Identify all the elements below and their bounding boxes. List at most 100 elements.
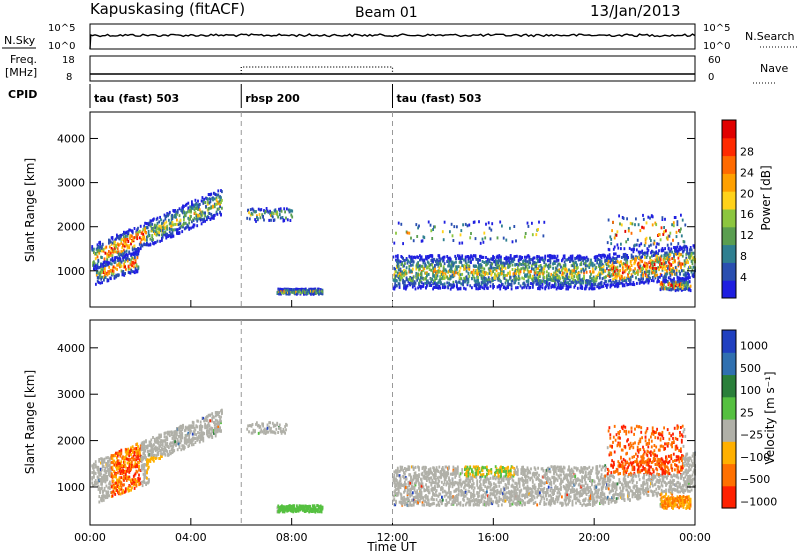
power-point [632,255,635,259]
power-point [442,255,445,259]
velocity-point [117,491,120,495]
power-point [532,277,535,280]
power-point [405,271,408,275]
power-point [635,243,638,247]
power-point [427,272,430,276]
velocity-point [101,481,103,485]
power-point [654,276,657,280]
power-point [528,270,531,274]
power-point [587,258,590,262]
power-point [674,259,676,263]
power-point [641,255,644,259]
velocity-point [131,456,133,460]
power-point [483,261,486,264]
power-point [262,215,264,218]
power-point [271,215,274,219]
power-point [532,267,535,271]
power-point [408,231,411,235]
power-point [658,233,661,237]
power-point [682,249,685,253]
power-point [259,216,262,220]
power-point [514,280,517,284]
power-point [458,280,461,284]
power-point [521,256,524,259]
power-point [421,265,424,269]
power-point [509,277,511,281]
velocity-point [110,485,113,489]
velocity-point [147,462,149,466]
velocity-point [176,433,178,437]
power-point [627,274,629,278]
power-point [187,209,190,213]
power-point [285,216,287,220]
power-point [602,265,605,269]
velocity-point [128,475,131,479]
power-point [263,209,265,213]
power-point [206,218,208,222]
velocity-point [104,466,107,470]
power-point [417,261,419,265]
power-point [641,280,644,284]
power-point [265,207,268,210]
power-point [468,223,471,227]
power-point [492,270,494,273]
power-colorbar-tick: 24 [740,166,754,179]
velocity-point [199,434,202,438]
power-point [153,217,155,221]
power-point [652,268,655,272]
velocity-point [251,423,254,426]
power-point [672,280,674,284]
power-point [124,240,127,244]
power-point [606,285,608,289]
power-point [594,255,597,259]
velocity-point [221,411,223,415]
velocity-point [271,421,274,425]
power-point [91,245,94,249]
velocity-point [147,467,149,471]
power-colorbar-swatch [722,173,736,192]
power-point [577,257,580,261]
velocity-point [141,463,144,467]
power-point [133,236,136,240]
power-point [126,259,129,263]
power-point [544,257,547,261]
power-point [213,202,216,206]
power-point [196,219,199,223]
velocity-point [208,435,211,439]
power-point [460,260,463,264]
power-point [599,281,602,285]
power-point [416,235,419,238]
power-point [108,261,111,265]
power-point [558,268,561,272]
power-point [498,264,501,268]
power-point [574,257,577,261]
power-point [651,215,654,219]
power-point [657,276,659,280]
power-point [133,227,136,230]
power-point [448,261,450,265]
power-point [112,269,115,273]
velocity-point [155,456,158,460]
velocity-point [214,434,217,438]
power-point [201,213,204,217]
power-point [461,264,464,268]
power-point [139,241,142,245]
power-point [674,246,677,250]
velocity-point [111,494,114,498]
power-point [123,253,125,257]
power-point [301,287,303,291]
power-point [622,216,625,220]
power-point [670,263,673,267]
power-point [536,282,539,286]
power-point [396,279,398,283]
power-point [208,212,211,215]
power-point [193,204,196,208]
velocity-point [101,486,103,490]
power-point [646,265,649,269]
power-point [427,281,430,285]
velocity-point [97,484,100,488]
power-colorbar-swatch [722,226,736,246]
power-point [501,224,503,228]
power-point [644,270,646,274]
power-point [563,282,566,285]
